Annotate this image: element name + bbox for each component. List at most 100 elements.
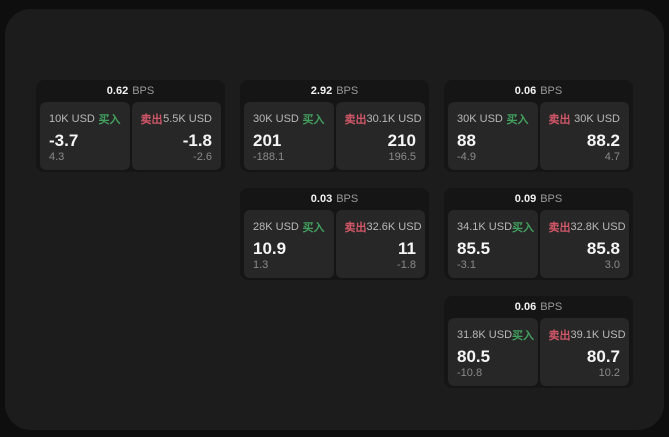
sell-panel[interactable]: 卖出 32.8K USD 85.8 3.0 <box>539 210 629 278</box>
bps-header: 0.06 BPS <box>448 296 629 318</box>
buy-price: -3.7 <box>49 131 79 150</box>
sell-panel[interactable]: 卖出 30.1K USD 210 196.5 <box>335 102 425 170</box>
sell-amount: 5.5K USD <box>163 113 212 125</box>
sell-panel[interactable]: 卖出 5.5K USD -1.8 -2.6 <box>131 102 221 170</box>
sell-panel-top: 卖出 30.1K USD <box>344 111 422 127</box>
buy-amount: 28K USD <box>253 221 299 233</box>
buy-change: 1.3 <box>253 258 269 271</box>
quote-card: 0.06 BPS 30K USD 买入 88 -4.9 卖出 30K USD 8… <box>444 80 633 172</box>
quote-card: 0.06 BPS 31.8K USD 买入 80.5 -10.8 卖出 39.1… <box>444 296 633 388</box>
quote-card: 2.92 BPS 30K USD 买入 201 -188.1 卖出 30.1K … <box>240 80 429 172</box>
bps-unit-label: BPS <box>132 85 155 97</box>
sell-amount: 30.1K USD <box>366 113 422 125</box>
buy-label: 买入 <box>506 114 529 126</box>
buy-price: 80.5 <box>457 347 491 366</box>
sell-price: -1.8 <box>182 131 212 150</box>
bps-header: 2.92 BPS <box>244 80 425 102</box>
quote-card: 0.09 BPS 34.1K USD 买入 85.5 -3.1 卖出 32.8K… <box>444 188 633 280</box>
bps-header: 0.03 BPS <box>244 188 425 210</box>
quote-card-body: 10K USD 买入 -3.7 4.3 卖出 5.5K USD -1.8 -2.… <box>40 102 221 170</box>
sell-amount: 32.6K USD <box>366 221 422 233</box>
bps-unit-label: BPS <box>540 193 563 205</box>
buy-change: -4.9 <box>457 150 476 163</box>
buy-panel-top: 10K USD 买入 <box>49 111 121 127</box>
buy-label: 买入 <box>512 330 535 342</box>
buy-label: 买入 <box>302 222 325 234</box>
sell-panel-top: 卖出 32.6K USD <box>344 219 422 235</box>
sell-change: 3.0 <box>604 258 620 271</box>
sell-panel[interactable]: 卖出 32.6K USD 11 -1.8 <box>335 210 425 278</box>
quote-card: 0.03 BPS 28K USD 买入 10.9 1.3 卖出 32.6K US… <box>240 188 429 280</box>
cards-grid: 0.62 BPS 10K USD 买入 -3.7 4.3 卖出 5.5K USD… <box>36 80 633 388</box>
sell-panel-top: 卖出 32.8K USD <box>549 219 626 235</box>
buy-panel[interactable]: 30K USD 买入 88 -4.9 <box>448 102 538 170</box>
sell-change: -2.6 <box>193 150 212 163</box>
sell-label: 卖出 <box>548 330 571 342</box>
sell-price: 210 <box>387 131 416 150</box>
sell-price: 85.8 <box>586 239 620 258</box>
bps-header: 0.09 BPS <box>448 188 629 210</box>
sell-label: 卖出 <box>548 114 571 126</box>
buy-panel[interactable]: 34.1K USD 买入 85.5 -3.1 <box>448 210 538 278</box>
buy-panel-top: 30K USD 买入 <box>253 111 325 127</box>
quote-card-body: 28K USD 买入 10.9 1.3 卖出 32.6K USD 11 -1.8 <box>244 210 425 278</box>
sell-panel-top: 卖出 5.5K USD <box>141 111 213 127</box>
sell-label: 卖出 <box>140 114 163 126</box>
bps-unit-label: BPS <box>336 193 359 205</box>
sell-label: 卖出 <box>344 222 367 234</box>
buy-price: 88 <box>457 131 476 150</box>
buy-amount: 34.1K USD <box>457 221 513 233</box>
buy-change: -3.1 <box>457 258 476 271</box>
buy-amount: 10K USD <box>49 113 95 125</box>
sell-price: 80.7 <box>586 347 620 366</box>
bps-unit-label: BPS <box>540 301 563 313</box>
sell-panel-top: 卖出 30K USD <box>549 111 621 127</box>
sell-price: 11 <box>398 239 416 258</box>
buy-panel-top: 34.1K USD 买入 <box>457 219 534 235</box>
sell-amount: 39.1K USD <box>570 329 626 341</box>
quote-card: 0.62 BPS 10K USD 买入 -3.7 4.3 卖出 5.5K USD… <box>36 80 225 172</box>
buy-label: 买入 <box>512 222 535 234</box>
sell-change: -1.8 <box>397 258 416 271</box>
sell-panel[interactable]: 卖出 30K USD 88.2 4.7 <box>539 102 629 170</box>
buy-price: 201 <box>253 131 282 150</box>
bps-value: 2.92 <box>310 85 333 97</box>
sell-label: 卖出 <box>344 114 367 126</box>
buy-amount: 30K USD <box>457 113 503 125</box>
quote-card-body: 34.1K USD 买入 85.5 -3.1 卖出 32.8K USD 85.8… <box>448 210 629 278</box>
buy-label: 买入 <box>98 114 121 126</box>
buy-price: 10.9 <box>253 239 287 258</box>
sell-change: 4.7 <box>604 150 620 163</box>
sell-price: 88.2 <box>586 131 620 150</box>
buy-price: 85.5 <box>457 239 491 258</box>
sell-panel-top: 卖出 39.1K USD <box>548 327 626 343</box>
bps-unit-label: BPS <box>540 85 563 97</box>
quote-card-body: 30K USD 买入 201 -188.1 卖出 30.1K USD 210 1… <box>244 102 425 170</box>
buy-label: 买入 <box>302 114 325 126</box>
bps-header: 0.06 BPS <box>448 80 629 102</box>
quote-card-body: 30K USD 买入 88 -4.9 卖出 30K USD 88.2 4.7 <box>448 102 629 170</box>
sell-change: 196.5 <box>388 150 416 163</box>
sell-amount: 30K USD <box>574 113 620 125</box>
sell-panel[interactable]: 卖出 39.1K USD 80.7 10.2 <box>539 318 629 386</box>
bps-value: 0.06 <box>514 301 537 313</box>
buy-panel[interactable]: 31.8K USD 买入 80.5 -10.8 <box>448 318 538 386</box>
bps-value: 0.09 <box>514 193 537 205</box>
sell-amount: 32.8K USD <box>570 221 626 233</box>
buy-change: -10.8 <box>457 366 483 379</box>
buy-panel[interactable]: 10K USD 买入 -3.7 4.3 <box>40 102 130 170</box>
bps-value: 0.62 <box>106 85 129 97</box>
bps-value: 0.03 <box>310 193 333 205</box>
buy-panel-top: 30K USD 买入 <box>457 111 529 127</box>
buy-panel-top: 31.8K USD 买入 <box>457 327 534 343</box>
buy-panel[interactable]: 30K USD 买入 201 -188.1 <box>244 102 334 170</box>
bps-value: 0.06 <box>514 85 537 97</box>
bps-unit-label: BPS <box>336 85 359 97</box>
buy-change: 4.3 <box>49 150 65 163</box>
buy-amount: 31.8K USD <box>457 329 513 341</box>
app-window: 0.62 BPS 10K USD 买入 -3.7 4.3 卖出 5.5K USD… <box>5 9 664 430</box>
buy-panel[interactable]: 28K USD 买入 10.9 1.3 <box>244 210 334 278</box>
bps-header: 0.62 BPS <box>40 80 221 102</box>
buy-amount: 30K USD <box>253 113 299 125</box>
